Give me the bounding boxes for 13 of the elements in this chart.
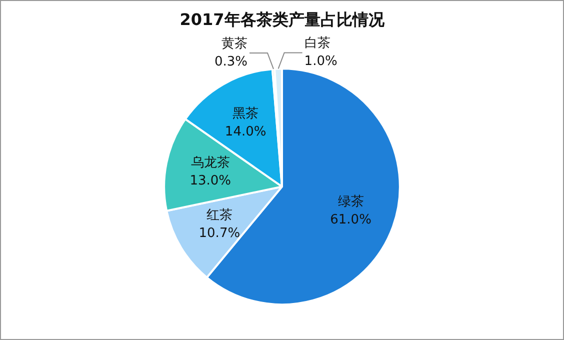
data-label: 61.0% [330,212,372,228]
data-label: 10.7% [198,226,240,241]
data-label: 1.0% [304,54,338,70]
data-label: 0.3% [214,54,248,70]
slice-label: 黑茶 [232,106,259,122]
slice-label: 红茶 [206,208,232,223]
slice-label: 黄茶 [221,36,248,52]
chart-title: 2017年各茶类产量占比情况 [180,10,386,29]
data-label: 13.0% [190,173,232,188]
slice-label: 绿茶 [338,194,364,210]
slice-label: 乌龙茶 [190,155,230,170]
data-label: 14.0% [224,124,266,140]
slice-label: 白茶 [304,36,330,52]
